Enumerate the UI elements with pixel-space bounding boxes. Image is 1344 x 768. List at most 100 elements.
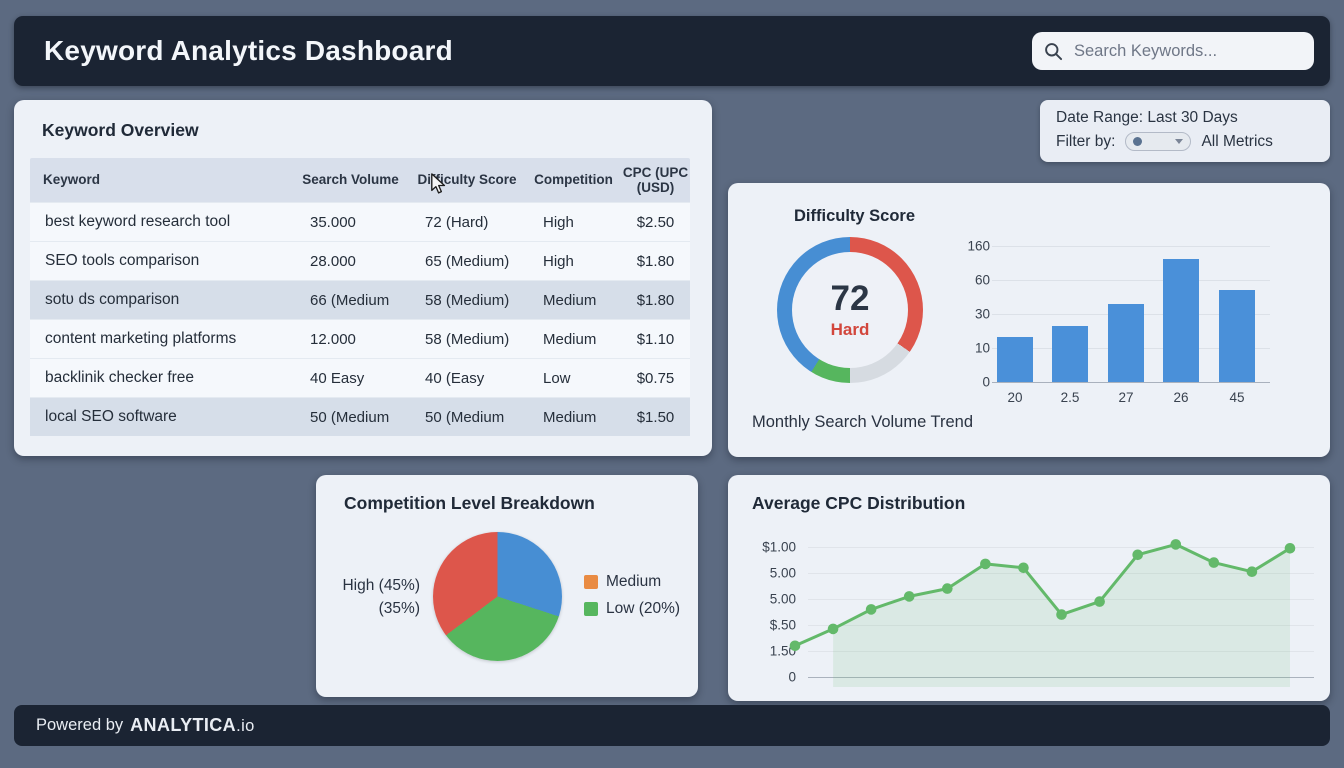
brand-name: ANALYTICA.io xyxy=(130,715,255,735)
column-header: CPC (UPC (USD) xyxy=(622,164,689,195)
table-row[interactable]: backlinik checker free 40 Easy 40 (Easy Low… xyxy=(30,358,690,397)
table-row[interactable]: sotʋ ds comparison 66 (Medium 58 (Medium) M… xyxy=(30,280,690,319)
y-tick-label: 0 xyxy=(982,374,990,390)
date-filter-box: Date Range: Last 30 Days Filter by: All … xyxy=(1040,100,1330,162)
search-box[interactable] xyxy=(1032,32,1314,70)
bar xyxy=(1052,326,1088,382)
bar-chart-caption: Monthly Search Volume Trend xyxy=(752,413,974,431)
search-icon xyxy=(1044,42,1063,61)
table-cell: 50 (Medium xyxy=(425,408,505,426)
difficulty-gauge-label: Hard xyxy=(830,319,870,339)
filter-value: All Metrics xyxy=(1201,132,1273,150)
competition-title: Competition Level Breakdown xyxy=(344,493,595,513)
table-cell: Medium xyxy=(543,330,597,348)
y-tick-label: 0 xyxy=(788,669,796,685)
column-header: Keyword xyxy=(43,172,101,188)
x-tick-label: 26 xyxy=(1173,390,1189,405)
legend-label: Medium xyxy=(606,573,662,590)
pie-label: (35%) xyxy=(378,600,420,617)
legend-item: Medium xyxy=(584,573,680,591)
x-tick-label: 2.5 xyxy=(1060,390,1080,405)
cpc-line-chart xyxy=(789,539,1296,687)
table-cell: 72 (Hard) xyxy=(425,213,489,231)
table-cell: SEO tools comparison xyxy=(45,252,200,269)
y-tick-label: 60 xyxy=(974,272,990,288)
table-cell: High xyxy=(543,252,574,270)
table-cell: $1.80 xyxy=(636,291,675,309)
y-tick-label: 10 xyxy=(974,340,990,356)
filter-dropdown[interactable] xyxy=(1125,132,1192,151)
column-header: Difficulty Score xyxy=(417,172,517,188)
table-cell: best keyword research tool xyxy=(45,213,231,230)
table-cell: 35.000 xyxy=(310,213,356,231)
x-tick-label: 27 xyxy=(1118,390,1134,405)
y-tick-label: 5.00 xyxy=(769,591,796,607)
legend-item: Low (20%) xyxy=(584,600,680,618)
table-cell: 12.000 xyxy=(310,330,356,348)
difficulty-gauge: 72 Hard xyxy=(777,237,923,383)
table-cell: 58 (Medium) xyxy=(425,330,510,348)
y-tick-label: 1.50 xyxy=(769,643,796,659)
header-bar: Keyword Analytics Dashboard xyxy=(14,16,1330,86)
table-cell: 50 (Medium xyxy=(310,408,390,426)
difficulty-score-card: Difficulty Score 72 Hard 160 60 30 10 0 20 2.5… xyxy=(728,183,1330,457)
keyword-overview-card: Keyword Overview Keyword Search Volume Dif… xyxy=(14,100,712,456)
y-tick-label: 160 xyxy=(967,238,990,254)
difficulty-gauge-value: 72 xyxy=(830,278,870,318)
y-tick-label: $.50 xyxy=(769,617,796,633)
filter-dropdown-dot xyxy=(1133,137,1143,146)
keyword-table: Keyword Search Volume Difficulty Score Comp… xyxy=(30,158,690,436)
keyword-table-body: best keyword research tool 35.000 72 (Hard… xyxy=(30,202,690,436)
mouse-cursor xyxy=(427,172,450,195)
bar xyxy=(1163,259,1199,382)
x-tick-label: 20 xyxy=(1007,390,1023,405)
powered-by-label: Powered by xyxy=(36,716,124,734)
y-tick-label: 30 xyxy=(974,306,990,322)
competition-breakdown-card: Competition Level Breakdown High (45%) (3… xyxy=(316,475,698,697)
table-cell: $2.50 xyxy=(636,213,675,231)
pie-left-labels: High (45%) (35%) xyxy=(324,574,420,620)
table-cell: Medium xyxy=(543,408,597,426)
keyword-overview-title: Keyword Overview xyxy=(42,120,199,140)
table-cell: $1.10 xyxy=(636,330,675,348)
footer-bar: Powered by ANALYTICA.io xyxy=(14,705,1330,746)
table-row[interactable]: content marketing platforms 12.000 58 (Med… xyxy=(30,319,690,358)
table-cell: 40 (Easy xyxy=(425,369,485,387)
table-cell: 65 (Medium) xyxy=(425,252,510,270)
search-input[interactable] xyxy=(1072,40,1302,62)
table-row[interactable]: SEO tools comparison 28.000 65 (Medium) Hig… xyxy=(30,241,690,280)
competition-pie-chart xyxy=(433,532,562,661)
column-header: Search Volume xyxy=(302,172,399,188)
search-volume-bar-chart: 160 60 30 10 0 20 2.5 27 26 45 xyxy=(967,238,1288,410)
table-cell: content marketing platforms xyxy=(45,330,237,347)
y-tick-label: $1.00 xyxy=(762,539,796,555)
date-range-label: Date Range: Last 30 Days xyxy=(1056,109,1238,126)
table-cell: Low xyxy=(543,369,571,387)
average-cpc-card: Average CPC Distribution $1.00 5.00 5.00 $.… xyxy=(728,475,1330,701)
table-cell: backlinik checker free xyxy=(45,369,195,386)
page-title: Keyword Analytics Dashboard xyxy=(44,35,453,66)
table-cell: 66 (Medium xyxy=(310,291,390,309)
bar xyxy=(1108,304,1144,382)
table-cell: 40 Easy xyxy=(310,369,365,387)
table-cell: $0.75 xyxy=(636,369,675,387)
average-cpc-title: Average CPC Distribution xyxy=(752,493,966,513)
table-row[interactable]: local SEO software 50 (Medium 50 (Medium Me… xyxy=(30,397,690,436)
table-cell: 28.000 xyxy=(310,252,356,270)
bar xyxy=(997,337,1033,382)
filter-by-label: Filter by: xyxy=(1056,132,1116,150)
pie-label: High (45%) xyxy=(342,577,420,594)
bar xyxy=(1219,290,1255,382)
table-row[interactable]: best keyword research tool 35.000 72 (Hard… xyxy=(30,202,690,241)
pie-legend: Medium Low (20%) xyxy=(584,573,680,618)
x-tick-label: 45 xyxy=(1229,390,1245,405)
chevron-down-icon xyxy=(1175,139,1184,144)
keyword-table-header: Keyword Search Volume Difficulty Score Comp… xyxy=(30,158,690,202)
table-cell: $1.80 xyxy=(636,252,675,270)
table-cell: local SEO software xyxy=(45,408,177,425)
column-header: Competition xyxy=(534,172,613,188)
table-cell: 58 (Medium) xyxy=(425,291,510,309)
legend-label: Low (20%) xyxy=(606,600,681,617)
table-cell: Medium xyxy=(543,291,597,309)
table-cell: High xyxy=(543,213,574,231)
